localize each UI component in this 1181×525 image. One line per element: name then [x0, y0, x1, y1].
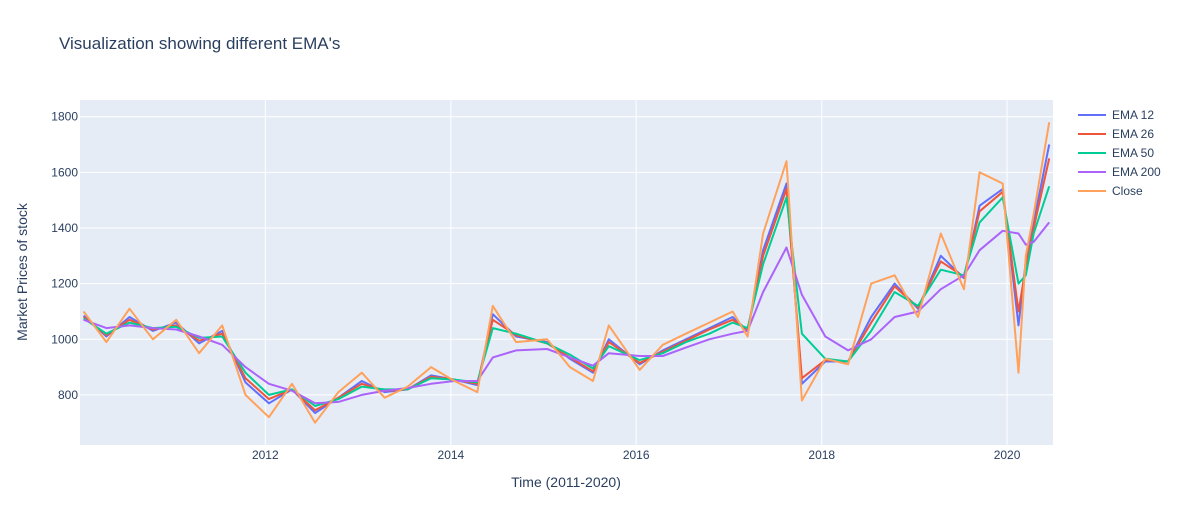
series-lines [82, 122, 1051, 424]
chart-title: Visualization showing different EMA's [59, 34, 341, 53]
series-line-ema-50[interactable] [83, 185, 1051, 407]
legend-label: EMA 50 [1112, 146, 1154, 160]
legend-item-ema-50[interactable]: EMA 50 [1078, 146, 1154, 160]
x-tick-label: 2016 [623, 448, 650, 462]
x-tick-label: 2014 [438, 448, 465, 462]
legend-label: EMA 26 [1112, 127, 1154, 141]
x-tick-label: 2012 [252, 448, 279, 462]
x-gridlines [264, 100, 1008, 445]
legend-label: EMA 12 [1112, 108, 1154, 122]
x-tick-label: 2020 [994, 448, 1021, 462]
legend-item-ema-26[interactable]: EMA 26 [1078, 127, 1154, 141]
y-tick-label: 1800 [51, 110, 78, 124]
plot-background [80, 100, 1053, 445]
y-tick-labels: 800 1000 1200 1400 1600 1800 [51, 110, 78, 402]
legend-item-close[interactable]: Close [1078, 184, 1143, 198]
legend-label: Close [1112, 184, 1143, 198]
legend-item-ema-12[interactable]: EMA 12 [1078, 108, 1154, 122]
legend-item-ema-200[interactable]: EMA 200 [1078, 165, 1161, 179]
x-axis-title: Time (2011-2020) [511, 474, 621, 490]
y-tick-label: 800 [58, 388, 78, 402]
series-line-ema-200[interactable] [83, 221, 1050, 405]
y-gridlines [80, 116, 1053, 396]
y-tick-label: 1600 [51, 165, 78, 179]
series-line-close[interactable] [82, 122, 1051, 424]
y-axis-title: Market Prices of stock [14, 202, 30, 341]
y-tick-label: 1200 [51, 277, 78, 291]
x-tick-labels: 2012 2014 2016 2018 2020 [252, 448, 1021, 462]
legend[interactable]: EMA 12 EMA 26 EMA 50 EMA 200 Close [1078, 108, 1161, 198]
y-tick-label: 1400 [51, 221, 78, 235]
x-tick-label: 2018 [808, 448, 835, 462]
legend-label: EMA 200 [1112, 165, 1161, 179]
y-tick-label: 1000 [51, 332, 78, 346]
